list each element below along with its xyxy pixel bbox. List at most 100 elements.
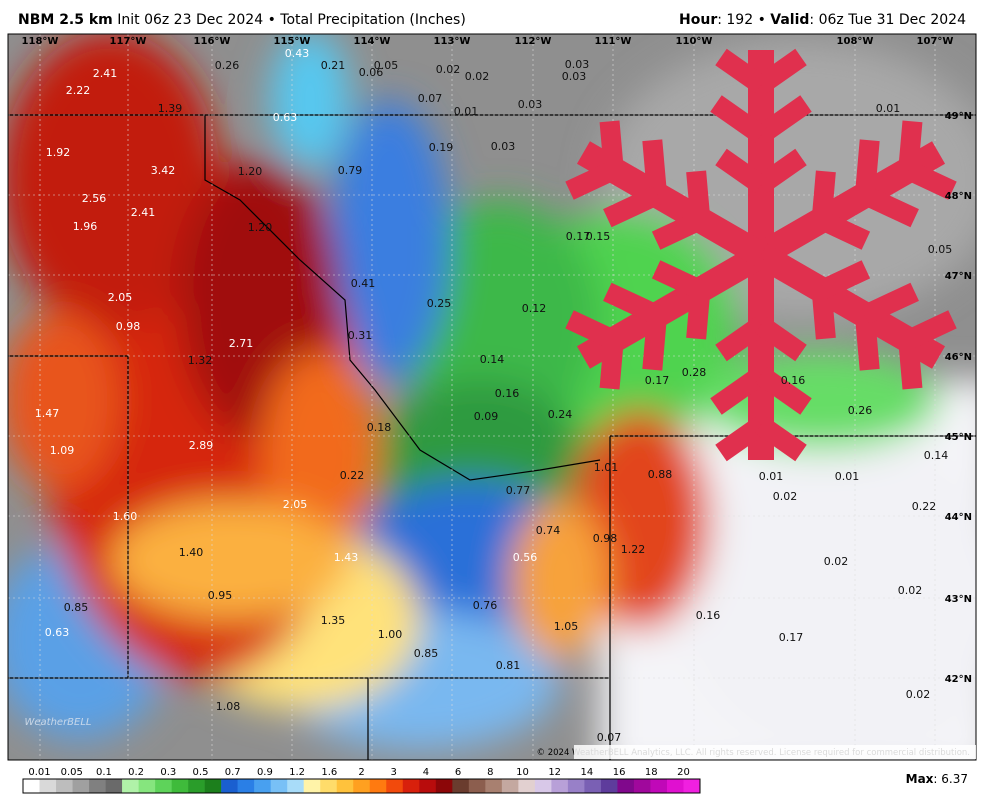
flake-branch bbox=[715, 48, 767, 94]
legend-label: 16 bbox=[613, 767, 626, 778]
precip-value: 2.41 bbox=[131, 206, 156, 219]
legend-label: 20 bbox=[677, 767, 690, 778]
legend-swatch bbox=[501, 779, 519, 793]
legend-swatch bbox=[56, 779, 73, 793]
info: Init 06z 23 Dec 2024 • Total Precipitati… bbox=[117, 12, 466, 28]
precip-value: 0.02 bbox=[898, 584, 923, 597]
flake-branch bbox=[715, 148, 767, 194]
longitude-label: 113°W bbox=[434, 36, 471, 47]
flake-branch bbox=[860, 185, 919, 228]
legend-label: 6 bbox=[455, 767, 461, 778]
precip-value: 0.98 bbox=[116, 320, 141, 333]
flake-branch bbox=[651, 210, 705, 250]
legend-swatch bbox=[468, 779, 486, 793]
precip-value: 1.35 bbox=[321, 614, 346, 627]
precip-value: 0.14 bbox=[480, 353, 505, 366]
precip-value: 0.02 bbox=[824, 555, 849, 568]
flake-branch bbox=[898, 339, 923, 390]
latitude-label: 42°N bbox=[945, 674, 972, 685]
legend-swatch bbox=[171, 779, 189, 793]
flake-branch bbox=[860, 282, 919, 325]
precip-value: 1.00 bbox=[378, 628, 403, 641]
precip-value: 0.05 bbox=[928, 243, 953, 256]
precip-value: 0.95 bbox=[208, 589, 233, 602]
precip-value: 0.18 bbox=[367, 421, 392, 434]
flake-branch bbox=[710, 95, 767, 144]
precip-value: 0.09 bbox=[474, 410, 499, 423]
legend-label: 3 bbox=[391, 767, 397, 778]
precip-value: 1.01 bbox=[594, 461, 619, 474]
max-value: : 6.37 bbox=[933, 772, 968, 786]
flake-branch bbox=[603, 185, 662, 228]
precip-value: 0.25 bbox=[427, 297, 452, 310]
precip-value: 0.03 bbox=[518, 98, 543, 111]
legend-swatch bbox=[551, 779, 569, 793]
legend-label: 14 bbox=[581, 767, 594, 778]
precip-value: 0.02 bbox=[465, 70, 490, 83]
legend-swatch bbox=[353, 779, 371, 793]
max-label: Max: 6.37 bbox=[906, 772, 968, 786]
precip-value: 0.63 bbox=[45, 626, 70, 639]
legend-swatch bbox=[666, 779, 684, 793]
legend-swatch bbox=[452, 779, 470, 793]
longitude-label: 115°W bbox=[274, 36, 311, 47]
legend-swatch bbox=[303, 779, 321, 793]
flake-branch bbox=[755, 416, 807, 462]
precip-value: 0.79 bbox=[338, 164, 363, 177]
flake-branch bbox=[599, 339, 624, 390]
valid-label: Valid bbox=[770, 12, 810, 28]
legend-label: 18 bbox=[645, 767, 658, 778]
precip-value: 0.26 bbox=[215, 59, 240, 72]
latitude-label: 43°N bbox=[945, 594, 972, 605]
precip-value: 0.81 bbox=[496, 659, 521, 672]
precip-value: 1.32 bbox=[188, 354, 213, 367]
legend-label: 1.6 bbox=[321, 767, 337, 778]
precip-value: 0.31 bbox=[348, 329, 373, 342]
precip-value: 0.03 bbox=[491, 140, 516, 153]
model: NBM 2.5 km bbox=[18, 12, 113, 28]
flake-branch bbox=[755, 366, 812, 415]
latitude-label: 47°N bbox=[945, 271, 972, 282]
flake-branch bbox=[715, 316, 767, 362]
flake-branch bbox=[642, 314, 668, 371]
legend-label: 2 bbox=[358, 767, 364, 778]
precip-value: 0.56 bbox=[513, 551, 538, 564]
flake-branch bbox=[903, 160, 957, 200]
precip-value: 1.60 bbox=[113, 510, 138, 523]
flake-branch bbox=[686, 170, 711, 221]
precip-value: 3.42 bbox=[151, 164, 176, 177]
legend-swatch bbox=[138, 779, 156, 793]
legend-swatch bbox=[287, 779, 305, 793]
legend-swatch bbox=[155, 779, 172, 793]
legend-swatch bbox=[336, 779, 354, 793]
longitude-label: 114°W bbox=[354, 36, 391, 47]
latitude-label: 48°N bbox=[945, 191, 972, 202]
precip-value: 0.01 bbox=[454, 105, 479, 118]
longitude-label: 118°W bbox=[22, 36, 59, 47]
flake-branch bbox=[599, 120, 624, 171]
precip-value: 0.76 bbox=[473, 599, 498, 612]
precip-value: 1.20 bbox=[238, 165, 263, 178]
valid: : 06z Tue 31 Dec 2024 bbox=[809, 12, 966, 28]
precip-value: 0.19 bbox=[429, 141, 454, 154]
precip-value: 0.02 bbox=[906, 688, 931, 701]
precip-value: 0.16 bbox=[696, 609, 721, 622]
legend-swatch bbox=[584, 779, 602, 793]
precip-value: 1.09 bbox=[50, 444, 75, 457]
latitude-label: 45°N bbox=[945, 432, 972, 443]
latitude-label: 44°N bbox=[945, 512, 972, 523]
flake-branch bbox=[755, 316, 807, 362]
legend-label: 0.5 bbox=[193, 767, 209, 778]
flake-branch bbox=[686, 289, 711, 340]
precip-value: 2.05 bbox=[283, 498, 308, 511]
flake-branch bbox=[898, 120, 923, 171]
precip-value: 2.41 bbox=[93, 67, 118, 80]
flake-branch bbox=[565, 160, 619, 200]
precip-value: 1.96 bbox=[73, 220, 98, 233]
legend-label: 12 bbox=[548, 767, 561, 778]
precip-value: 0.03 bbox=[565, 58, 590, 71]
legend-swatch bbox=[39, 779, 57, 793]
longitude-label: 111°W bbox=[595, 36, 632, 47]
precip-value: 1.39 bbox=[158, 102, 183, 115]
precip-value: 2.22 bbox=[66, 84, 91, 97]
